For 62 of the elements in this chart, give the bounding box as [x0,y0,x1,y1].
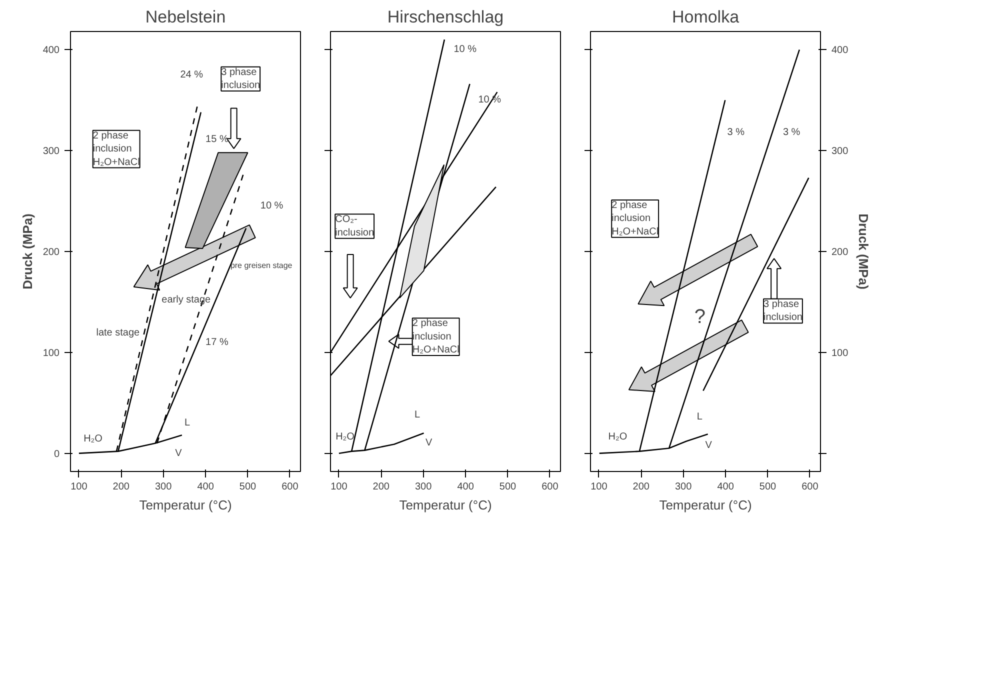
x-tick-label: 300 [155,482,172,492]
annotation: 17 % [206,336,228,348]
y-tick-label: 300 [42,146,60,158]
chart-title: Nebelstein [145,8,226,26]
y-axis-title: Druck (MPa) [856,214,872,290]
y-tick-label: 100 [42,348,60,359]
y-tick-label: 100 [832,348,849,359]
annotation: 15 % [206,134,228,145]
annotation: ? [694,306,706,328]
chart-title: Hirschenschlag [387,8,504,26]
x-axis-title: Temperatur (°C) [139,498,232,512]
x-tick-label: 300 [415,482,432,492]
annotation: V [425,438,432,449]
annotation: H₂O [608,432,628,443]
x-tick-label: 200 [632,482,650,492]
x-tick-label: 600 [542,482,559,492]
y-tick-label: 0 [54,448,60,460]
x-tick-label: 100 [330,482,348,492]
x-tick-label: 400 [197,482,214,492]
x-tick-label: 200 [112,482,130,492]
y-axis-title: Druck (MPa) [20,214,35,290]
x-tick-label: 400 [457,482,474,492]
annotation: L [184,418,190,429]
x-tick-label: 600 [802,482,819,492]
x-tick-label: 500 [759,482,777,492]
chart-title: Homolka [672,8,740,26]
annotation: 2 phase inclusion H₂O+NaCl [92,130,140,168]
x-axis-title: Temperatur (°C) [659,498,752,512]
x-tick-label: 600 [282,482,299,492]
x-axis-title: Temperatur (°C) [399,498,492,512]
annotation: 24 % [180,69,204,80]
annotation: 3 % [782,126,800,138]
annotation: V [175,448,182,459]
annotation: 10 % [454,44,477,56]
annotation: 3 % [727,126,745,138]
annotation: CO₂- inclusion [335,214,374,238]
x-tick-label: 500 [499,482,517,492]
y-tick-label: 200 [832,247,849,258]
annotation: 10 % [260,200,284,212]
annotation: L [696,412,703,423]
x-tick-label: 100 [70,482,88,492]
x-tick-label: 400 [717,482,734,492]
annotation: 2 phase inclusion H₂O+NaCl [612,200,659,238]
annotation: L [414,409,420,420]
annotation: 3 phase inclusion [764,298,802,324]
y-tick-label: 400 [832,45,849,56]
x-tick-label: 100 [590,482,608,492]
annotation: 2 phase inclusion H₂O+NaCl [412,318,460,356]
annotation: 3 phase inclusion [221,66,260,92]
annotation: 10 % [478,94,502,106]
annotation: V [705,440,712,451]
x-tick-label: 300 [675,482,692,492]
annotation: pre greisen stage [230,261,293,270]
y-tick-label: 300 [832,146,849,158]
annotation: H₂O [336,432,355,443]
y-tick-label: 200 [42,247,60,258]
annotation: late stage [96,328,140,339]
annotation: early stage [162,294,212,306]
annotation: H₂O [84,434,103,445]
x-tick-label: 200 [372,482,390,492]
x-tick-label: 500 [239,482,257,492]
y-tick-label: 400 [42,45,60,56]
